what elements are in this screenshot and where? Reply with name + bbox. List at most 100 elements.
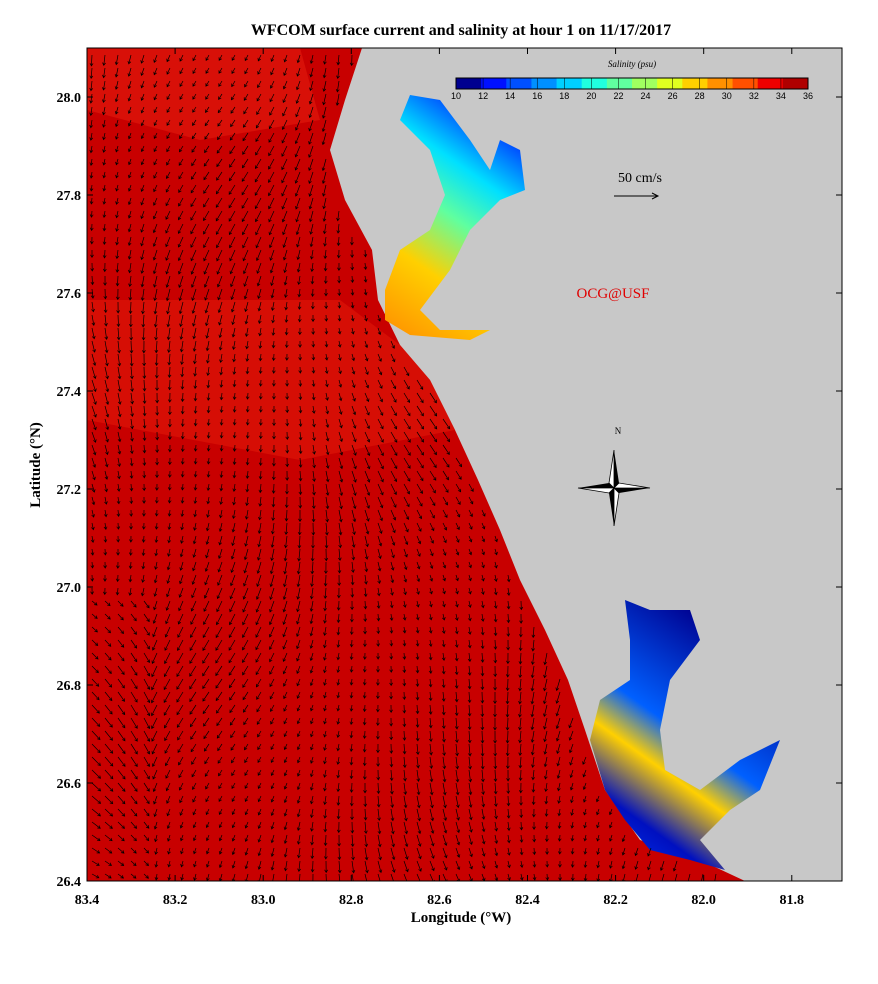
current-arrow xyxy=(130,665,138,676)
current-arrow xyxy=(403,873,408,881)
current-arrow xyxy=(493,717,497,731)
current-arrow xyxy=(241,223,249,236)
current-arrow xyxy=(271,340,276,349)
current-arrow xyxy=(390,483,397,496)
current-arrow xyxy=(518,691,522,705)
current-arrow xyxy=(338,457,344,470)
current-arrow xyxy=(191,171,197,180)
current-arrow xyxy=(311,366,316,374)
current-arrow xyxy=(180,457,185,465)
current-arrow xyxy=(230,561,236,574)
current-arrow xyxy=(494,795,498,807)
current-arrow xyxy=(270,847,275,857)
current-arrow xyxy=(390,808,395,822)
current-arrow xyxy=(129,457,134,467)
current-arrow xyxy=(117,600,124,607)
current-arrow xyxy=(117,665,125,675)
current-arrow xyxy=(166,808,171,817)
current-arrow xyxy=(284,288,288,299)
current-arrow xyxy=(416,444,424,456)
current-arrow xyxy=(242,665,249,676)
current-arrow xyxy=(442,483,449,493)
current-arrow xyxy=(269,262,275,274)
current-arrow xyxy=(178,275,184,288)
current-arrow xyxy=(295,119,301,131)
current-arrow xyxy=(256,691,262,700)
current-arrow xyxy=(531,795,536,806)
current-arrow xyxy=(285,405,290,414)
current-arrow xyxy=(228,197,236,209)
current-arrow xyxy=(216,730,223,739)
current-arrow xyxy=(179,340,184,353)
current-arrow xyxy=(336,717,341,725)
current-arrow xyxy=(230,106,236,114)
current-arrow xyxy=(258,327,262,337)
current-arrow xyxy=(428,665,433,674)
current-arrow xyxy=(180,353,184,365)
current-arrow xyxy=(325,392,329,401)
current-arrow xyxy=(164,743,171,754)
current-arrow xyxy=(153,821,158,830)
current-arrow xyxy=(104,678,113,688)
current-arrow xyxy=(362,691,367,699)
current-arrow xyxy=(258,444,263,453)
current-arrow xyxy=(659,860,665,872)
current-arrow xyxy=(323,834,328,847)
current-arrow xyxy=(295,80,301,91)
current-arrow xyxy=(442,613,446,621)
current-arrow xyxy=(298,392,303,401)
current-arrow xyxy=(91,405,97,418)
current-arrow xyxy=(91,314,96,326)
current-arrow xyxy=(416,457,424,469)
current-arrow xyxy=(176,691,184,703)
current-arrow xyxy=(324,327,329,335)
current-arrow xyxy=(416,379,424,390)
current-arrow xyxy=(596,860,600,869)
current-arrow xyxy=(192,821,197,829)
current-arrow xyxy=(442,821,448,834)
current-arrow xyxy=(494,587,498,596)
colorbar-tick-label: 14 xyxy=(505,91,515,101)
current-arrow xyxy=(257,769,262,776)
y-tick-label: 27.4 xyxy=(57,385,82,400)
x-tick-label: 82.2 xyxy=(603,893,628,908)
current-arrow xyxy=(218,782,223,790)
current-arrow xyxy=(206,392,211,401)
current-arrow xyxy=(115,145,119,153)
current-arrow xyxy=(376,704,380,713)
current-arrow xyxy=(390,340,395,349)
current-arrow xyxy=(544,795,549,805)
current-arrow xyxy=(390,847,396,861)
current-arrow xyxy=(103,535,108,543)
current-arrow xyxy=(164,730,171,742)
current-arrow xyxy=(244,535,249,547)
current-arrow xyxy=(403,405,411,417)
current-arrow xyxy=(243,704,249,713)
current-arrow xyxy=(89,223,94,232)
current-arrow xyxy=(104,314,108,327)
current-arrow xyxy=(557,821,562,830)
current-arrow xyxy=(179,145,184,153)
current-arrow xyxy=(203,249,210,262)
current-arrow xyxy=(506,756,510,770)
current-arrow xyxy=(442,431,450,443)
current-arrow xyxy=(193,366,197,377)
current-arrow xyxy=(403,444,411,456)
current-arrow xyxy=(532,847,537,856)
current-arrow xyxy=(104,392,110,405)
current-arrow xyxy=(270,522,275,535)
current-arrow xyxy=(531,782,536,793)
current-arrow xyxy=(205,535,210,545)
current-arrow xyxy=(117,652,125,662)
current-arrow xyxy=(178,769,184,779)
current-arrow xyxy=(202,626,210,639)
current-arrow xyxy=(204,288,210,301)
current-arrow xyxy=(415,743,420,756)
current-arrow xyxy=(609,860,613,869)
current-arrow xyxy=(179,821,184,829)
current-arrow xyxy=(321,158,327,172)
current-arrow xyxy=(129,327,134,341)
current-arrow xyxy=(140,119,145,127)
colorbar-swatch xyxy=(757,78,784,89)
current-arrow xyxy=(349,652,354,661)
